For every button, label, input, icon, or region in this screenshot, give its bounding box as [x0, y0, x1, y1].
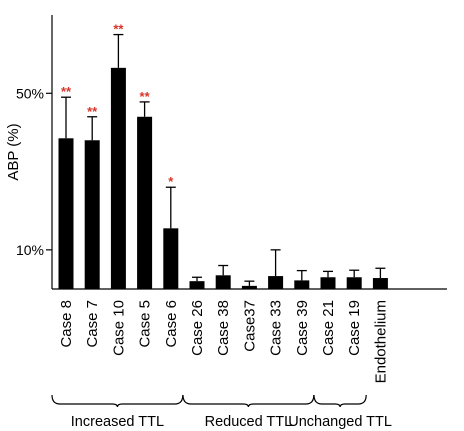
- x-tick-label: Case 21: [320, 300, 337, 356]
- bar: [294, 280, 310, 289]
- x-tick-label: Case 26: [189, 300, 206, 356]
- bar: [320, 277, 336, 289]
- x-tick-label: Case 7: [84, 300, 101, 348]
- x-tick-label: Endothelium: [372, 300, 389, 383]
- y-tick-label: 10%: [16, 242, 44, 258]
- group-brace: [51, 394, 184, 408]
- group-label: Increased TTL: [71, 414, 164, 430]
- x-tick-label: Case37: [241, 300, 258, 352]
- x-tick-label: Case 33: [268, 300, 285, 356]
- bar: [110, 67, 126, 289]
- x-tick-label: Case 6: [163, 300, 180, 348]
- significance-marker: **: [113, 22, 124, 37]
- bar: [346, 277, 362, 289]
- significance-marker: **: [87, 104, 98, 119]
- significance-marker: **: [61, 84, 72, 99]
- group-label: Unchanged TTL: [288, 414, 392, 430]
- bars: *********: [58, 22, 388, 290]
- x-tick-label: Case 10: [110, 300, 127, 356]
- bar: [84, 140, 100, 289]
- x-tick-label: Case 39: [294, 300, 311, 356]
- bar: [58, 138, 74, 289]
- bar: [268, 276, 284, 289]
- group-brace: [182, 394, 315, 408]
- group-label: Reduced TTL: [205, 414, 293, 430]
- x-tick-label: Case 8: [58, 300, 75, 348]
- x-tick-label: Case 38: [215, 300, 232, 356]
- y-axis: 10% 50%: [16, 15, 53, 289]
- y-ticks: 10% 50%: [16, 85, 52, 258]
- x-tick-labels: Case 8 Case 7 Case 10 Case 5 Case 6 Case 26 Ca…: [58, 300, 389, 383]
- bar: [372, 278, 388, 289]
- bar: [189, 281, 205, 289]
- group-brace: [313, 394, 367, 408]
- bar: [215, 275, 231, 289]
- bar: [137, 116, 153, 290]
- y-axis-label: ABP (%): [5, 123, 22, 180]
- significance-marker: **: [140, 89, 151, 104]
- bar: [163, 228, 179, 289]
- y-tick-label: 50%: [16, 85, 44, 101]
- significance-marker: *: [168, 174, 174, 189]
- bar: [241, 285, 257, 289]
- x-tick-label: Case 5: [137, 300, 154, 348]
- x-tick-label: Case 19: [346, 300, 363, 356]
